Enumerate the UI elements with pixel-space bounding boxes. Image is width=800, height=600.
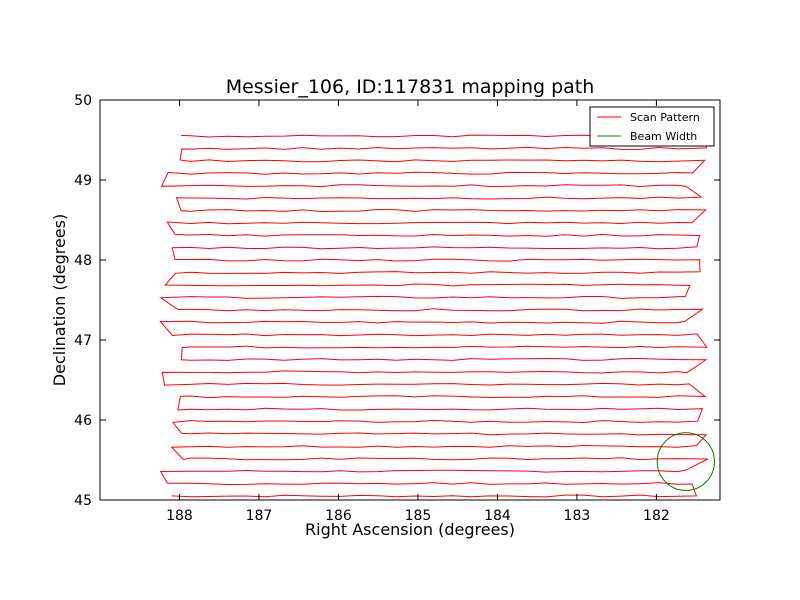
x-tick-label: 182 bbox=[643, 508, 670, 524]
x-tick-label: 187 bbox=[246, 508, 273, 524]
legend-label-scan-pattern: Scan Pattern bbox=[630, 111, 700, 124]
x-tick-label: 186 bbox=[325, 508, 352, 524]
x-tick-label: 183 bbox=[564, 508, 591, 524]
x-axis: 188 187 186 185 184 183 182 bbox=[166, 100, 670, 524]
legend-label-beam-width: Beam Width bbox=[630, 130, 697, 143]
legend-box bbox=[589, 106, 715, 147]
beam-width-circle bbox=[656, 432, 715, 491]
y-tick-label: 50 bbox=[74, 93, 92, 109]
y-tick-label: 48 bbox=[74, 253, 92, 269]
x-tick-label: 185 bbox=[405, 508, 432, 524]
legend: Scan Pattern Beam Width bbox=[589, 106, 715, 147]
y-tick-label: 47 bbox=[74, 333, 92, 349]
x-tick-label: 188 bbox=[166, 508, 193, 524]
y-tick-label: 46 bbox=[74, 413, 92, 429]
chart-title: Messier_106, ID:117831 mapping path bbox=[226, 76, 595, 98]
x-axis-label: Right Ascension (degrees) bbox=[305, 520, 515, 539]
y-axis-label: Declination (degrees) bbox=[50, 214, 69, 386]
scan-pattern-series bbox=[159, 134, 709, 498]
beam-width-series bbox=[656, 432, 715, 491]
x-tick-label: 184 bbox=[484, 508, 511, 524]
y-tick-label: 49 bbox=[74, 173, 92, 189]
scan-pattern-path bbox=[159, 134, 709, 498]
y-axis: 45 46 47 48 49 50 bbox=[74, 93, 720, 509]
y-tick-label: 45 bbox=[74, 493, 92, 509]
plot-area-frame bbox=[99, 99, 721, 501]
